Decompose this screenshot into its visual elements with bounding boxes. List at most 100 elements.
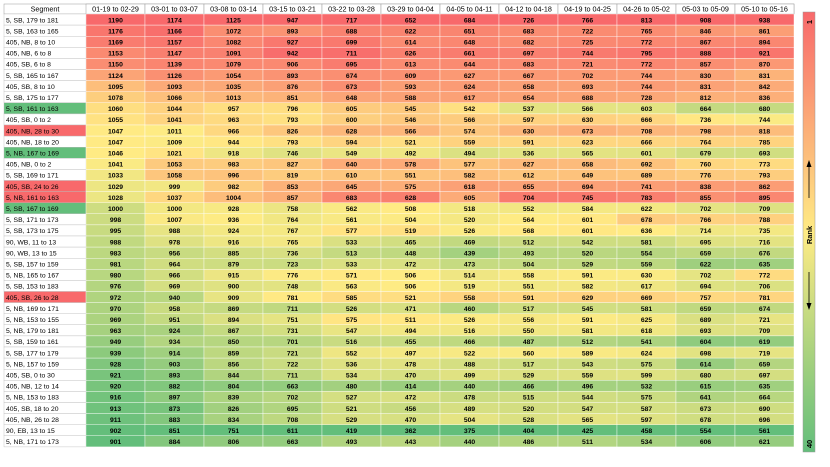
cell-value: 470 — [405, 417, 417, 424]
table-row: 405, NB, 6 to 8 1153 1147 1091 942 711 626 661 6… — [3, 47, 795, 59]
cell-value: 682 — [523, 40, 535, 47]
cell-value: 591 — [523, 139, 535, 146]
cell-value: 995 — [110, 228, 122, 235]
cell-value: 440 — [464, 384, 476, 391]
cell-value: 440 — [464, 439, 476, 446]
cell-value: 879 — [228, 262, 240, 269]
cell-value: 1166 — [167, 28, 182, 35]
cell-value: 504 — [405, 217, 417, 224]
cell-value: 1047 — [108, 139, 123, 146]
cell-value: 834 — [228, 417, 240, 424]
table-row: 5, SB, 159 to 161 949 934 850 701 516 455 466 48… — [3, 335, 795, 348]
cell-value: 694 — [700, 284, 712, 291]
cell-value: 776 — [700, 173, 712, 180]
cell-value: 902 — [110, 428, 122, 435]
heatmap-table: Segment 01-19 to 02-29 03-01 to 03-07 03-08… — [3, 3, 795, 448]
segment-label: 5, SB, 159 to 161 — [6, 339, 59, 346]
cell-value: 1091 — [226, 51, 241, 58]
cell-value: 676 — [759, 250, 771, 257]
column-header-label: 03-15 to 03-21 — [269, 5, 316, 14]
cell-value: 1035 — [226, 84, 241, 91]
cell-value: 533 — [346, 239, 358, 246]
corner-label: Segment — [31, 5, 60, 14]
column-header-label: 04-05 to 04-11 — [446, 5, 492, 14]
cell-value: 683 — [346, 195, 358, 202]
cell-value: 666 — [641, 139, 653, 146]
cell-value: 517 — [523, 361, 535, 368]
cell-value: 783 — [641, 195, 653, 202]
cell-value: 644 — [464, 62, 476, 69]
cell-value: 827 — [287, 162, 299, 169]
table-row: 5, NB, 165 to 167 980 966 915 776 571 506 514 55… — [3, 269, 795, 281]
cell-value: 920 — [110, 384, 122, 391]
segment-label: 405, NB, 6 to 8 — [6, 51, 52, 58]
table-row: 5, NB, 179 to 181 963 924 867 731 547 494 516 55… — [3, 324, 795, 337]
cell-value: 765 — [641, 28, 653, 35]
cell-value: 635 — [759, 262, 771, 269]
cell-value: 628 — [405, 195, 417, 202]
cell-value: 566 — [582, 106, 594, 113]
table-row: 405, NB, 18 to 20 1047 1009 944 793 594 521 559… — [3, 135, 795, 148]
segment-label: 5, NB, 157 to 159 — [6, 361, 59, 368]
cell-value: 504 — [523, 262, 535, 269]
segment-label: 405, NB, 8 to 10 — [6, 40, 55, 47]
cell-value: 693 — [700, 328, 712, 335]
cell-value: 680 — [700, 373, 712, 380]
cell-value: 867 — [700, 40, 712, 47]
cell-value: 695 — [287, 406, 299, 413]
segment-label: 405, SB, 18 to 20 — [6, 406, 59, 413]
cell-value: 735 — [759, 228, 771, 235]
cell-value: 928 — [110, 361, 122, 368]
cell-value: 552 — [346, 350, 358, 357]
cell-value: 1013 — [226, 95, 241, 102]
cell-value: 969 — [169, 284, 181, 291]
cell-value: 701 — [287, 339, 299, 346]
table-row: 5, SB, 165 to 167 1124 1126 1054 893 674 609 62… — [3, 69, 795, 81]
legend-arrow-down-icon — [806, 272, 812, 310]
table-row: 5, SB, 171 to 173 998 1007 936 764 561 504 520 5… — [3, 213, 795, 226]
cell-value: 893 — [169, 373, 181, 380]
cell-value: 785 — [759, 139, 771, 146]
cell-value: 630 — [523, 128, 535, 135]
cell-value: 1157 — [167, 40, 182, 47]
cell-value: 966 — [228, 128, 240, 135]
cell-value: 601 — [582, 217, 594, 224]
cell-value: 600 — [346, 117, 358, 124]
cell-value: 674 — [759, 306, 771, 313]
cell-value: 949 — [110, 339, 122, 346]
cell-value: 678 — [700, 417, 712, 424]
column-header-label: 05-03 to 05-09 — [682, 5, 729, 14]
cell-value: 584 — [582, 206, 594, 213]
cell-value: 605 — [464, 195, 476, 202]
cell-value: 795 — [641, 51, 653, 58]
cell-value: 597 — [641, 417, 653, 424]
cell-value: 702 — [582, 73, 594, 80]
cell-value: 536 — [523, 151, 535, 158]
cell-value: 610 — [346, 173, 358, 180]
cell-value: 1055 — [108, 117, 123, 124]
cell-value: 581 — [641, 239, 653, 246]
cell-value: 765 — [287, 239, 299, 246]
cell-value: 506 — [405, 284, 417, 291]
cell-value: 678 — [641, 217, 653, 224]
cell-value: 856 — [228, 361, 240, 368]
cell-value: 693 — [582, 84, 594, 91]
cell-value: 1000 — [108, 206, 123, 213]
cell-value: 1176 — [108, 28, 123, 35]
cell-value: 578 — [405, 162, 417, 169]
cell-value: 936 — [228, 217, 240, 224]
cell-value: 605 — [346, 106, 358, 113]
cell-value: 541 — [641, 339, 653, 346]
segment-label: 5, NB, 167 to 169 — [6, 151, 59, 158]
cell-value: 480 — [346, 384, 358, 391]
table-row: 5, SB, 163 to 165 1176 1166 1072 893 688 622 65… — [3, 24, 795, 37]
cell-value: 688 — [582, 95, 594, 102]
cell-value: 760 — [700, 162, 712, 169]
cell-value: 648 — [464, 40, 476, 47]
cell-value: 1190 — [108, 17, 123, 24]
cell-value: 683 — [523, 28, 535, 35]
cell-value: 552 — [523, 206, 535, 213]
cell-value: 655 — [523, 184, 535, 191]
segment-label: 5, SB, 173 to 175 — [6, 228, 59, 235]
cell-value: 983 — [110, 250, 122, 257]
